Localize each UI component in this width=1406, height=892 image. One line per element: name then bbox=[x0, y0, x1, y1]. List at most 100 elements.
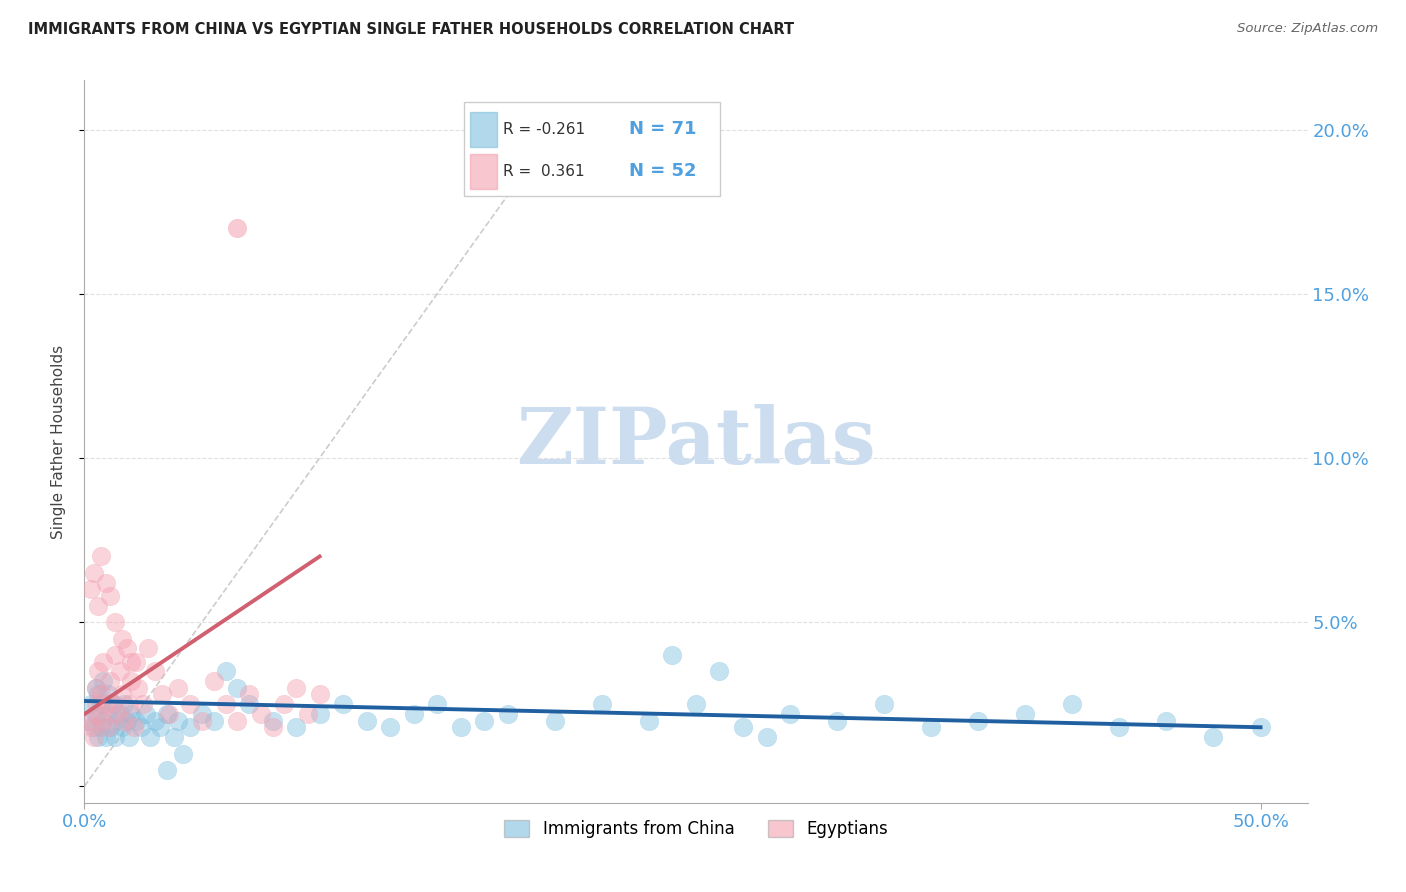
Point bbox=[380, 720, 402, 734]
Point bbox=[94, 698, 117, 712]
Point bbox=[84, 681, 107, 695]
Point bbox=[111, 720, 134, 734]
Point bbox=[120, 707, 142, 722]
Text: IMMIGRANTS FROM CHINA VS EGYPTIAN SINGLE FATHER HOUSEHOLDS CORRELATION CHART: IMMIGRANTS FROM CHINA VS EGYPTIAN SINGLE… bbox=[28, 22, 794, 37]
Point bbox=[156, 763, 179, 777]
Point bbox=[163, 730, 186, 744]
Point bbox=[104, 648, 127, 662]
Point bbox=[157, 707, 180, 722]
Point bbox=[202, 674, 225, 689]
Point bbox=[143, 665, 166, 679]
Point bbox=[112, 698, 135, 712]
Point bbox=[87, 730, 110, 744]
Point bbox=[120, 655, 142, 669]
Point bbox=[202, 714, 225, 728]
Point bbox=[779, 707, 801, 722]
Point bbox=[1156, 714, 1178, 728]
Point bbox=[90, 687, 112, 701]
Point bbox=[191, 707, 214, 722]
Point bbox=[108, 707, 131, 722]
Point bbox=[685, 698, 707, 712]
Point bbox=[91, 714, 114, 728]
Point bbox=[1108, 720, 1130, 734]
Point bbox=[167, 681, 190, 695]
Point bbox=[496, 707, 519, 722]
Point bbox=[191, 714, 214, 728]
Point bbox=[101, 698, 124, 712]
Point bbox=[285, 720, 308, 734]
Point bbox=[97, 707, 120, 722]
Point bbox=[967, 714, 990, 728]
Point bbox=[755, 730, 778, 744]
Point bbox=[873, 698, 896, 712]
Point bbox=[1202, 730, 1225, 744]
Point bbox=[122, 720, 145, 734]
Point bbox=[226, 681, 249, 695]
Point bbox=[125, 714, 148, 728]
Point bbox=[167, 714, 190, 728]
Point bbox=[308, 687, 330, 701]
Point bbox=[285, 681, 308, 695]
Point bbox=[105, 714, 128, 728]
Point bbox=[118, 698, 141, 712]
Point bbox=[111, 687, 134, 701]
Text: ZIPatlas: ZIPatlas bbox=[516, 403, 876, 480]
Point bbox=[356, 714, 378, 728]
Point bbox=[156, 707, 179, 722]
Point bbox=[91, 655, 114, 669]
Point bbox=[120, 674, 142, 689]
Bar bbox=[470, 154, 496, 189]
Point bbox=[332, 698, 354, 712]
Point bbox=[127, 681, 149, 695]
Point bbox=[132, 698, 155, 712]
Bar bbox=[470, 112, 496, 147]
Point bbox=[920, 720, 942, 734]
Point bbox=[84, 707, 107, 722]
Point bbox=[77, 714, 100, 728]
Point bbox=[1250, 720, 1272, 734]
Point bbox=[80, 720, 103, 734]
Point bbox=[139, 730, 162, 744]
Point bbox=[104, 615, 127, 630]
Point bbox=[112, 714, 135, 728]
Point bbox=[80, 582, 103, 597]
Point bbox=[450, 720, 472, 734]
Text: N = 52: N = 52 bbox=[628, 162, 696, 180]
Point bbox=[87, 707, 110, 722]
Point bbox=[80, 698, 103, 712]
Point bbox=[709, 665, 731, 679]
Point bbox=[472, 714, 495, 728]
Point bbox=[91, 674, 114, 689]
Point bbox=[1062, 698, 1084, 712]
Point bbox=[214, 698, 236, 712]
Point bbox=[249, 707, 271, 722]
Point bbox=[1014, 707, 1036, 722]
Point bbox=[426, 698, 449, 712]
Point bbox=[238, 687, 260, 701]
Point bbox=[83, 566, 105, 580]
Point bbox=[591, 698, 613, 712]
Point bbox=[118, 730, 141, 744]
Text: R =  0.361: R = 0.361 bbox=[503, 164, 585, 178]
Point bbox=[101, 698, 124, 712]
Text: Source: ZipAtlas.com: Source: ZipAtlas.com bbox=[1237, 22, 1378, 36]
Point bbox=[87, 687, 110, 701]
Point bbox=[179, 720, 201, 734]
Point bbox=[83, 730, 105, 744]
Point bbox=[87, 665, 110, 679]
Point bbox=[84, 681, 107, 695]
Point bbox=[214, 665, 236, 679]
Point bbox=[111, 632, 134, 646]
Point bbox=[87, 599, 110, 613]
Point bbox=[273, 698, 295, 712]
Point bbox=[135, 707, 157, 722]
Point bbox=[226, 221, 249, 235]
Point bbox=[105, 707, 128, 722]
Point bbox=[150, 687, 173, 701]
Point bbox=[98, 720, 121, 734]
Point bbox=[90, 549, 112, 564]
Point bbox=[638, 714, 661, 728]
Point bbox=[143, 714, 166, 728]
Point bbox=[825, 714, 848, 728]
Point bbox=[149, 720, 172, 734]
